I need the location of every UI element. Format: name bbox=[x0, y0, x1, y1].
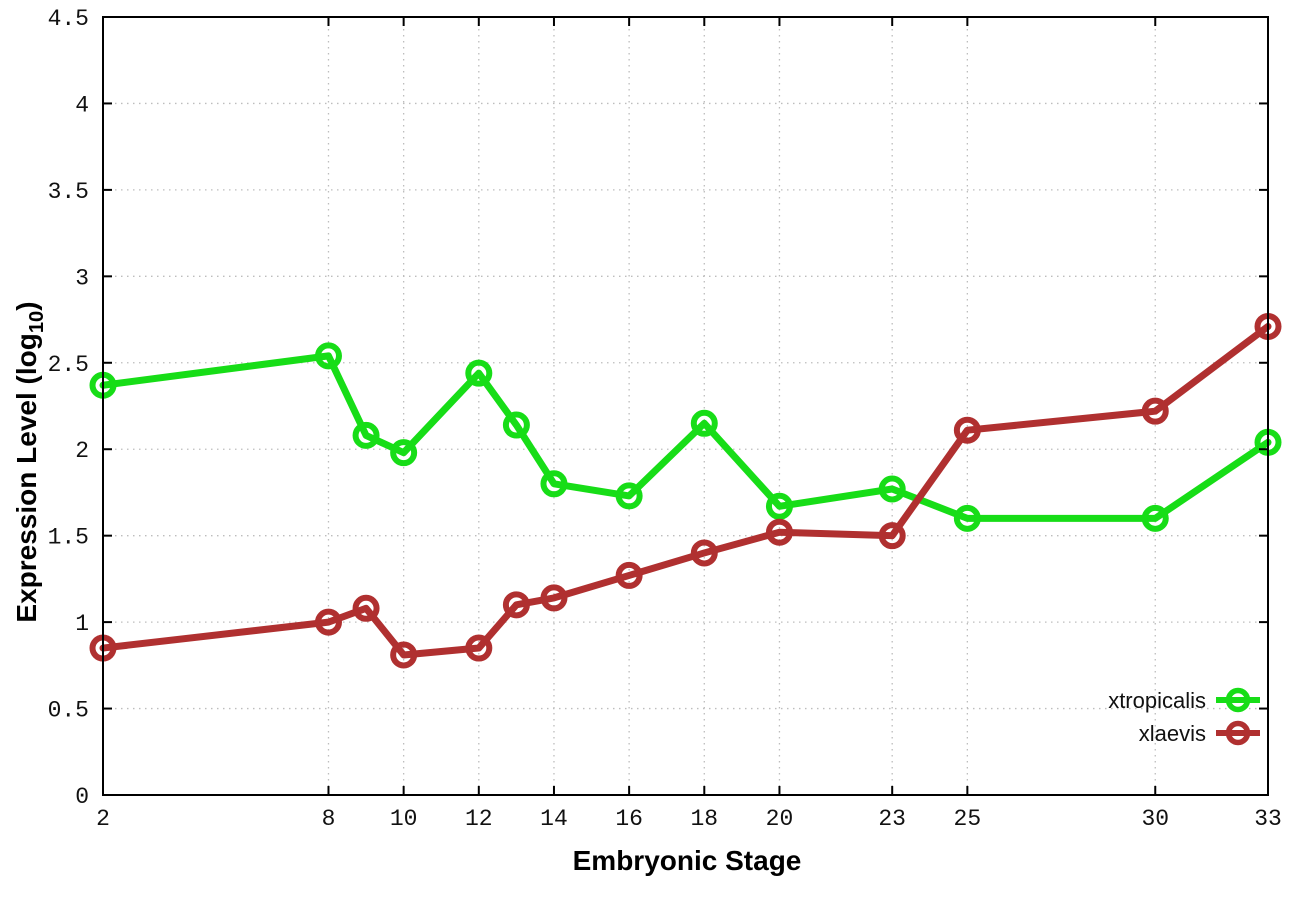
data-point-marker-xlaevis bbox=[615, 561, 643, 589]
legend-label-xtropicalis: xtropicalis bbox=[1108, 688, 1206, 713]
x-tick-label: 10 bbox=[390, 806, 418, 832]
data-point-marker-xlaevis bbox=[690, 539, 718, 567]
legend-label-xlaevis: xlaevis bbox=[1139, 721, 1206, 746]
y-tick-label: 1 bbox=[75, 611, 89, 637]
x-tick-label: 20 bbox=[766, 806, 794, 832]
y-tick-label: 3.5 bbox=[48, 179, 89, 205]
x-tick-label: 8 bbox=[322, 806, 336, 832]
data-point-marker-xtropicalis bbox=[502, 411, 530, 439]
data-point-marker-xtropicalis bbox=[615, 482, 643, 510]
data-point-marker-xlaevis bbox=[878, 522, 906, 550]
data-point-marker-xtropicalis bbox=[765, 492, 793, 520]
legend-marker bbox=[1225, 720, 1251, 746]
y-axis-title-text: Expression Level (log bbox=[11, 333, 43, 623]
x-tick-label: 25 bbox=[954, 806, 982, 832]
series-line-xlaevis bbox=[99, 322, 1272, 659]
data-point-marker-xlaevis bbox=[1141, 397, 1169, 425]
x-tick-label: 2 bbox=[96, 806, 110, 832]
y-tick-label: 1.5 bbox=[48, 525, 89, 551]
y-axis-title-suffix: ) bbox=[11, 301, 43, 311]
y-axis-title: Expression Level (log10) bbox=[11, 301, 49, 622]
x-axis-title: Embryonic Stage bbox=[572, 845, 802, 876]
data-point-marker-xtropicalis bbox=[690, 409, 718, 437]
x-tick-label: 16 bbox=[615, 806, 643, 832]
x-tick-label: 33 bbox=[1254, 806, 1282, 832]
x-tick-label: 12 bbox=[465, 806, 493, 832]
y-tick-label: 0.5 bbox=[48, 698, 89, 724]
data-point-marker-xlaevis bbox=[953, 416, 981, 444]
x-tick-label: 30 bbox=[1141, 806, 1169, 832]
data-point-marker-xtropicalis bbox=[314, 342, 342, 370]
data-point-marker-xtropicalis bbox=[352, 421, 380, 449]
y-tick-label: 0 bbox=[75, 784, 89, 810]
data-point-marker-xlaevis bbox=[390, 641, 418, 669]
data-point-marker-xlaevis bbox=[502, 591, 530, 619]
series-line-xtropicalis bbox=[99, 352, 1272, 522]
data-point-marker-xtropicalis bbox=[390, 439, 418, 467]
data-point-marker-xlaevis bbox=[540, 584, 568, 612]
data-point-marker-xtropicalis bbox=[1141, 504, 1169, 532]
y-tick-label: 2 bbox=[75, 438, 89, 464]
data-point-marker-xtropicalis bbox=[878, 475, 906, 503]
data-point-marker-xtropicalis bbox=[465, 359, 493, 387]
y-axis-title-subscript: 10 bbox=[25, 310, 48, 334]
legend-marker bbox=[1225, 687, 1251, 713]
data-point-marker-xtropicalis bbox=[953, 504, 981, 532]
x-tick-label: 14 bbox=[540, 806, 568, 832]
x-tick-label: 23 bbox=[878, 806, 906, 832]
y-tick-label: 4.5 bbox=[48, 6, 89, 32]
data-point-marker-xlaevis bbox=[765, 518, 793, 546]
data-point-marker-xtropicalis bbox=[540, 470, 568, 498]
y-tick-label: 2.5 bbox=[48, 352, 89, 378]
data-point-marker-xlaevis bbox=[352, 594, 380, 622]
data-point-marker-xlaevis bbox=[465, 634, 493, 662]
y-tick-label: 3 bbox=[75, 265, 89, 291]
y-tick-label: 4 bbox=[75, 92, 89, 118]
x-tick-label: 18 bbox=[690, 806, 718, 832]
plot-border bbox=[102, 16, 1269, 796]
data-point-marker-xlaevis bbox=[314, 608, 342, 636]
